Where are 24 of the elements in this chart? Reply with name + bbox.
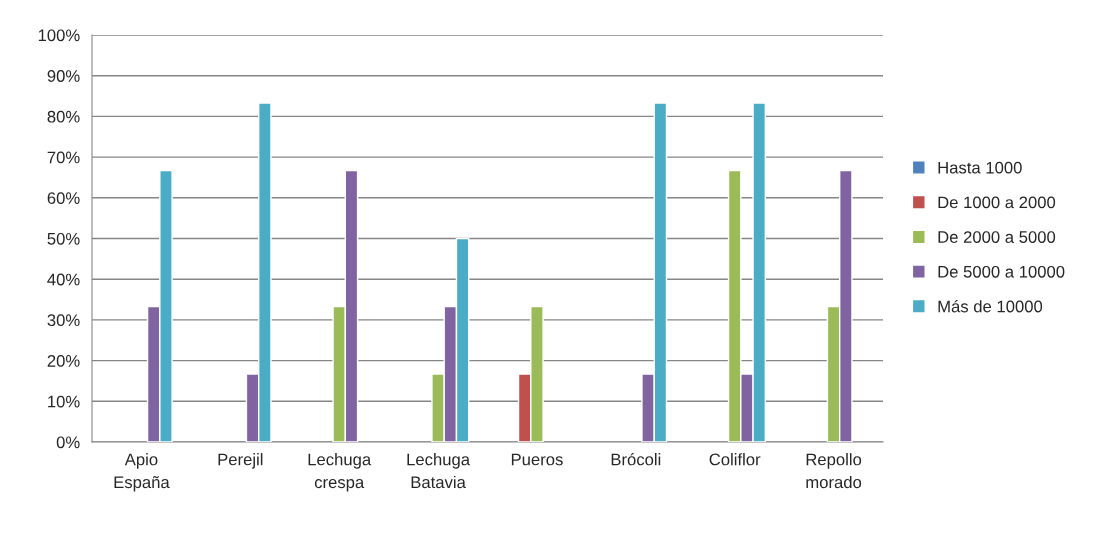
y-tick-label: 10% xyxy=(48,395,80,408)
legend-label: De 2000 a 5000 xyxy=(938,231,1056,243)
y-tick-label: 90% xyxy=(47,70,80,82)
x-tick-label: Brócoli xyxy=(611,452,661,466)
y-tick-label: 100% xyxy=(38,29,80,42)
y-tick-label: 0% xyxy=(56,436,80,449)
legend-label: De 1000 a 2000 xyxy=(938,196,1056,209)
y-tick-label: 40% xyxy=(47,273,80,286)
x-tick-label: Lechuga Batavia xyxy=(407,453,471,489)
y-tick-label: 20% xyxy=(47,355,80,367)
legend-label: Hasta 1000 xyxy=(938,161,1022,174)
x-tick-label: Apio España xyxy=(114,453,170,492)
y-tick-label: 50% xyxy=(47,232,80,245)
x-tick-label: Perejil xyxy=(218,453,263,469)
y-tick-label: 30% xyxy=(47,314,80,327)
x-tick-label: Repollo morado xyxy=(806,453,862,489)
legend-label: Más de 10000 xyxy=(938,299,1043,313)
y-tick-label: 80% xyxy=(47,110,80,123)
legend-label: De 5000 a 10000 xyxy=(938,265,1065,278)
x-tick-label: Lechuga crespa xyxy=(308,453,372,492)
y-tick-label: 70% xyxy=(47,151,80,164)
x-tick-label: Coliflor xyxy=(709,453,761,466)
y-tick-label: 60% xyxy=(47,192,80,204)
x-tick-label: Pueros xyxy=(511,453,563,466)
